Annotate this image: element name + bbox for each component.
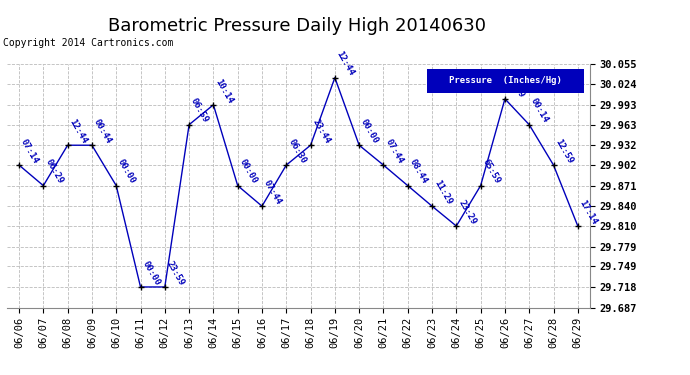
- Text: 00:14: 00:14: [529, 97, 551, 124]
- Text: Barometric Pressure Daily High 20140630: Barometric Pressure Daily High 20140630: [108, 17, 486, 35]
- Text: 12:44: 12:44: [335, 50, 356, 78]
- Text: 23:59: 23:59: [165, 259, 186, 287]
- Text: 65:59: 65:59: [481, 158, 502, 186]
- Text: 00:00: 00:00: [141, 259, 161, 287]
- Text: 09:29: 09:29: [505, 71, 526, 99]
- Text: 07:44: 07:44: [262, 178, 283, 206]
- Text: 00:44: 00:44: [92, 117, 113, 145]
- Text: 00:00: 00:00: [359, 117, 380, 145]
- Text: 06:29: 06:29: [43, 158, 65, 186]
- Text: 12:44: 12:44: [68, 117, 89, 145]
- Text: 23:44: 23:44: [310, 117, 332, 145]
- Text: 11:29: 11:29: [432, 178, 453, 206]
- Text: 06:30: 06:30: [286, 137, 308, 165]
- Text: 08:44: 08:44: [408, 158, 429, 186]
- Text: 07:14: 07:14: [19, 137, 40, 165]
- Text: 07:44: 07:44: [384, 137, 404, 165]
- Text: 12:59: 12:59: [553, 137, 575, 165]
- Text: 06:59: 06:59: [189, 97, 210, 124]
- Text: 10:14: 10:14: [213, 77, 235, 105]
- Text: Copyright 2014 Cartronics.com: Copyright 2014 Cartronics.com: [3, 38, 174, 48]
- Text: 00:00: 00:00: [116, 158, 137, 186]
- Text: 00:00: 00:00: [237, 158, 259, 186]
- Text: 23:29: 23:29: [456, 198, 477, 226]
- Text: 17:14: 17:14: [578, 198, 599, 226]
